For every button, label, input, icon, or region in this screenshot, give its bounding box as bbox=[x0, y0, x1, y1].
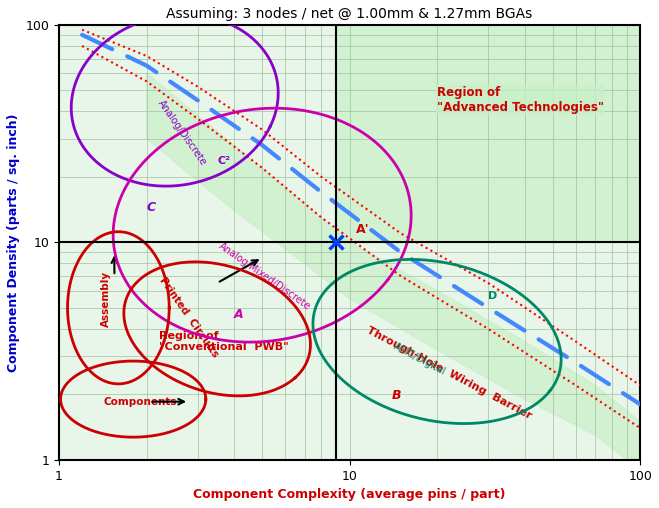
Text: Printed  Circuits: Printed Circuits bbox=[158, 276, 221, 360]
Title: Assuming: 3 nodes / net @ 1.00mm & 1.27mm BGAs: Assuming: 3 nodes / net @ 1.00mm & 1.27m… bbox=[167, 7, 532, 21]
Text: Components: Components bbox=[103, 397, 177, 407]
Text: C²: C² bbox=[217, 155, 230, 166]
Text: B: B bbox=[392, 389, 401, 402]
Text: Region of
"Advanced Technologies": Region of "Advanced Technologies" bbox=[437, 86, 604, 114]
Y-axis label: Component Density (parts / sq. inch): Component Density (parts / sq. inch) bbox=[7, 113, 20, 371]
Text: Assembly: Assembly bbox=[101, 271, 111, 327]
Polygon shape bbox=[146, 73, 640, 470]
Text: Analog/Mixed/Discrete: Analog/Mixed/Discrete bbox=[217, 240, 312, 311]
Polygon shape bbox=[336, 25, 640, 242]
Text: A: A bbox=[234, 308, 244, 321]
Text: Region of
"Conventional  PWB": Region of "Conventional PWB" bbox=[159, 331, 289, 352]
Text: Analog/Discrete: Analog/Discrete bbox=[156, 98, 208, 167]
X-axis label: Component Complexity (average pins / part): Component Complexity (average pins / par… bbox=[193, 488, 506, 501]
Text: ASIC/Digital: ASIC/Digital bbox=[392, 341, 447, 377]
Text: A': A' bbox=[356, 224, 370, 236]
Text: C: C bbox=[146, 201, 156, 213]
Text: D: D bbox=[488, 291, 498, 301]
Text: Through-Hole  Wiring  Barrier: Through-Hole Wiring Barrier bbox=[365, 325, 533, 421]
